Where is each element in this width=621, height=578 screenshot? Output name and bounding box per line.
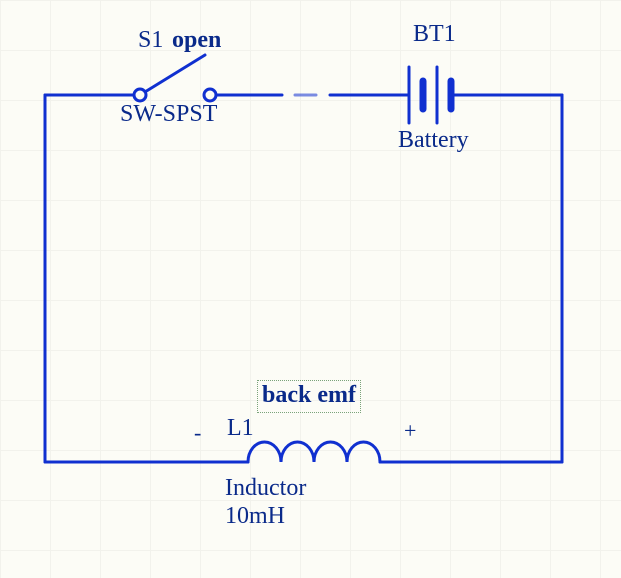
switch-s1: [134, 55, 216, 101]
inductor-polarity-plus: +: [404, 418, 416, 444]
switch-designator: S1: [138, 26, 163, 55]
battery-designator: BT1: [413, 20, 456, 49]
battery-bt1: [403, 67, 460, 123]
switch-state-label: open: [172, 26, 221, 55]
inductor-coil: [248, 442, 380, 462]
inductor-type-label: Inductor: [225, 474, 306, 503]
battery-type-label: Battery: [398, 126, 469, 155]
inductor-value-label: 10mH: [225, 502, 285, 531]
inductor-annotation-back-emf: back emf: [257, 380, 361, 413]
inductor-polarity-minus: -: [194, 420, 201, 446]
inductor-designator: L1: [227, 414, 254, 443]
switch-arm: [140, 55, 205, 95]
switch-type-label: SW-SPST: [120, 100, 217, 129]
inductor-l1: [228, 442, 400, 462]
circuit-svg: [0, 0, 621, 578]
